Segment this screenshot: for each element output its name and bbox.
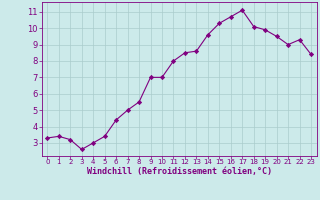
X-axis label: Windchill (Refroidissement éolien,°C): Windchill (Refroidissement éolien,°C) [87,167,272,176]
